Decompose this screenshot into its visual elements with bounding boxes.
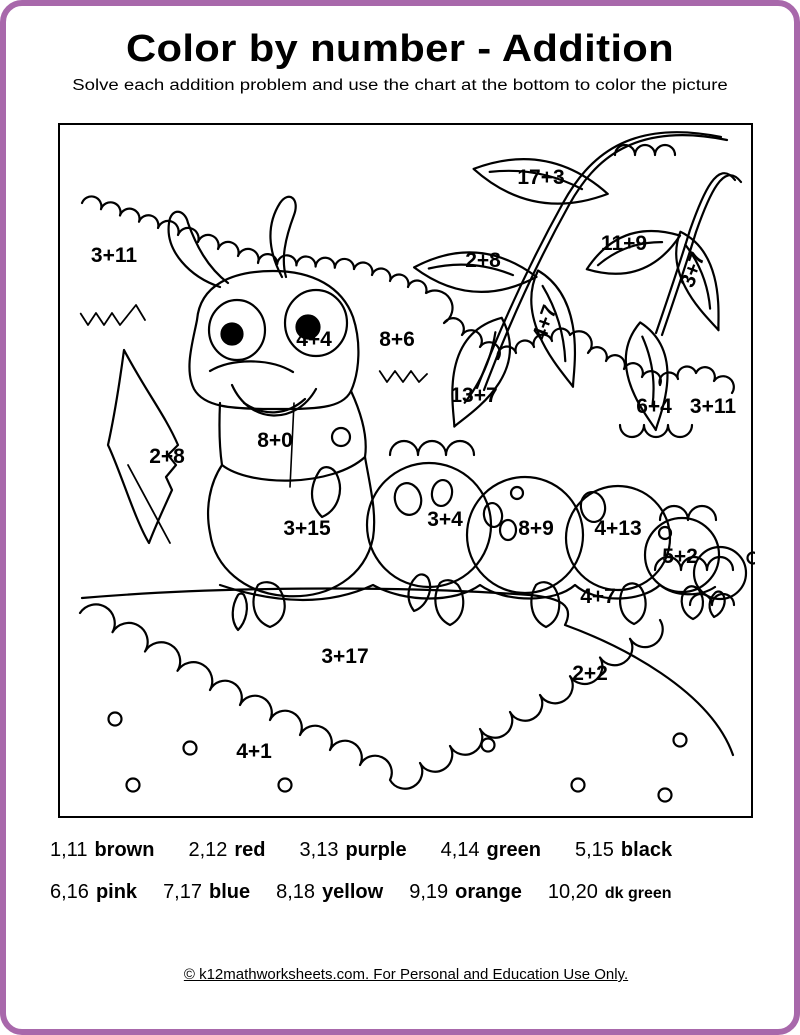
svg-text:6+4: 6+4 [636,395,672,418]
svg-text:8+6: 8+6 [379,328,415,351]
svg-text:8+0: 8+0 [257,429,293,452]
svg-text:3+17: 3+17 [321,645,368,668]
svg-text:3+11: 3+11 [91,244,137,267]
svg-text:2+8: 2+8 [465,249,501,272]
svg-text:2+8: 2+8 [149,445,185,468]
svg-text:2+2: 2+2 [572,662,608,685]
svg-text:11+9: 11+9 [601,232,647,255]
svg-text:4+7: 4+7 [528,302,562,343]
svg-text:13+7: 13+7 [450,384,497,407]
svg-text:4+13: 4+13 [594,517,641,540]
svg-text:4+1: 4+1 [236,740,272,763]
svg-text:17+3: 17+3 [517,166,564,189]
svg-text:5+2: 5+2 [662,545,698,568]
svg-text:3+4: 3+4 [427,508,463,531]
svg-text:4+7: 4+7 [580,585,616,608]
svg-text:4+4: 4+4 [296,328,332,351]
svg-text:8+9: 8+9 [518,517,554,540]
svg-text:3+11: 3+11 [690,395,736,418]
svg-text:3+15: 3+15 [283,517,331,540]
